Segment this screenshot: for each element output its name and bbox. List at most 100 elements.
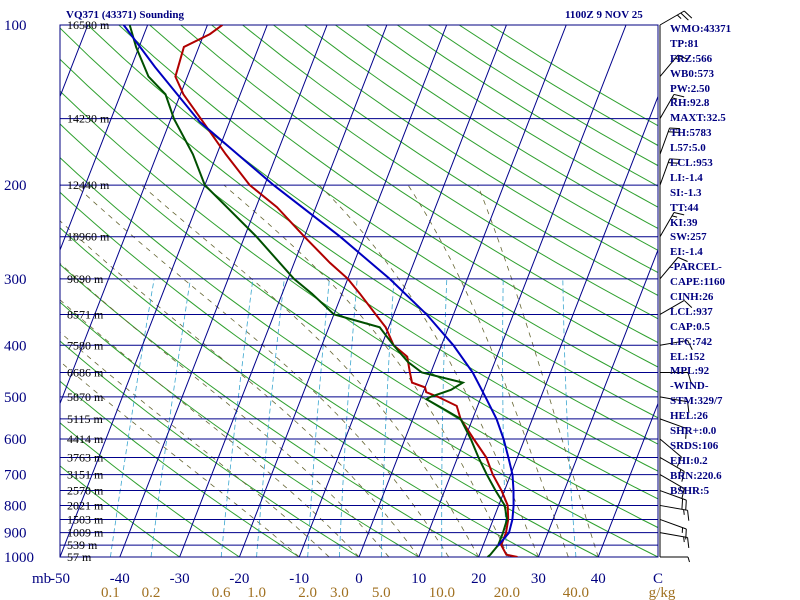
stability-index: EL:152 [670,350,705,363]
isotherm [597,402,658,557]
moist-adiabat [60,299,360,557]
moist-adiabat [141,184,479,557]
height-label: 5115 m [67,412,104,426]
moist-adiabat [60,262,390,557]
valid-time: 1100Z 9 NOV 25 [565,9,643,21]
pressure-tick-label: 200 [4,178,27,194]
isotherm [60,25,149,252]
mixing-ratio-line [380,278,395,557]
wind-barb [659,10,693,26]
temperature-tick-labels: -50 -40 -30 -20 -10 0 10 20 30 40 Cmb [32,571,663,587]
isotherm [238,25,448,557]
height-label: 16580 m [67,18,110,32]
stability-index: BSHR:5 [670,484,710,497]
mixing-ratio-label: 2.0 [298,585,317,600]
wind-barb [659,158,681,186]
height-label: 2021 m [67,498,104,512]
wind-barb [659,256,688,280]
mixing-ratio-label: g/kg [649,585,676,600]
stability-index: TT:44 [670,201,699,214]
plot-frame [59,24,659,558]
mixing-ratio-line [110,278,155,557]
stability-index: TP:81 [670,37,699,50]
moist-adiabat [60,220,420,557]
mixing-ratio-label: 10.0 [429,585,455,600]
height-label: 4414 m [67,432,104,446]
stability-index-list: WMO:43371 TP:81 FRZ:566 WB0:573 PW:2.50 RH:92… [670,22,731,499]
stability-index: CINH:26 [670,291,714,304]
pressure-tick-label: 700 [4,468,27,484]
height-label: 10960 m [67,230,110,244]
isotherm [358,25,567,557]
pressure-tick-label: 600 [4,432,27,448]
stability-index: LCL:937 [670,305,713,318]
wind-barb [659,339,693,350]
mixing-ratio-line [256,278,285,557]
height-label: 3763 m [67,450,104,464]
height-label: 9690 m [67,272,104,286]
dry-adiabat [489,25,658,127]
mixing-ratio-label: 3.0 [330,585,349,600]
mixing-ratio-line [307,278,330,557]
stability-index: SW:257 [670,231,707,244]
wind-barb [659,54,688,77]
stability-index: L57:5.0 [670,142,706,155]
moist-adiabat [60,360,300,557]
wind-barb [659,457,685,482]
height-label: 5870 m [67,390,104,404]
stability-index: -WIND- [670,380,709,393]
pressure-tick-label: 100 [4,18,27,34]
isobar-lines [60,24,658,558]
stability-index: EHI:0.2 [670,454,708,467]
mixing-ratio-labels: 0.1 0.2 0.6 1.0 2.0 3.0 5.0 10.0 20.0 40.0 g/kg [101,585,676,600]
isotherm [537,248,658,557]
stability-index: CAPE:1160 [670,276,725,289]
temperature-tick-label: 20 [471,571,486,587]
pressure-tick-label: 1000 [4,550,34,566]
stability-index: CAP:0.5 [670,320,711,333]
wind-barb [660,372,692,383]
height-label: 12440 m [67,178,110,192]
wind-barb [659,93,685,119]
station-title: VQ371 (43371) Sounding [66,9,184,21]
wind-barb [659,127,681,155]
height-label: 3151 m [67,468,104,482]
temperature-tick-label: 10 [411,571,426,587]
height-label: 1009 m [67,526,104,540]
temperature-tick-label: -50 [50,571,70,587]
height-label: 57 m [67,550,92,564]
temperature-tick-label: -20 [229,571,249,587]
stability-index: SHR+:0.0 [670,425,717,438]
temperature-tick-label: -30 [170,571,190,587]
wind-barb [660,556,690,563]
wind-barb [659,438,682,467]
dry-adiabat [397,25,658,187]
dry-adiabat [60,422,240,557]
mixing-ratio-label: 5.0 [372,585,391,600]
isotherm-lines [60,25,658,557]
moist-adiabat [60,331,330,557]
stability-index: BRN:220.6 [670,469,722,482]
mixing-ratio-label: 1.0 [247,585,266,600]
stability-index: TH:5783 [670,127,712,140]
sounding-profiles [122,25,518,557]
height-label: 1503 m [67,512,104,526]
height-label: 7580 m [67,338,104,352]
pressure-tick-label: 500 [4,390,27,406]
temperature-tick-label: 30 [531,571,546,587]
moist-adiabat [407,184,569,557]
temperature-profile [174,25,518,557]
stability-index: LFC:742 [670,335,713,348]
stability-index: SI:-1.3 [670,186,702,199]
isotherm [478,95,658,557]
stability-index: MPL:92 [670,365,710,378]
height-labels: 16580 m 14230 m 12440 m 10960 m 9690 m 8571 m… [67,18,110,564]
stability-index: RH:92.8 [670,97,710,110]
dewpoint-profile [128,25,509,557]
pressure-labels: 100 200 300 400 500 600 700 800 900 1000 [4,18,34,566]
temperature-tick-label: 0 [355,571,363,587]
mixing-ratio-label: 0.6 [212,585,231,600]
stability-index: PW:2.50 [670,82,711,95]
wind-barb [659,418,687,439]
